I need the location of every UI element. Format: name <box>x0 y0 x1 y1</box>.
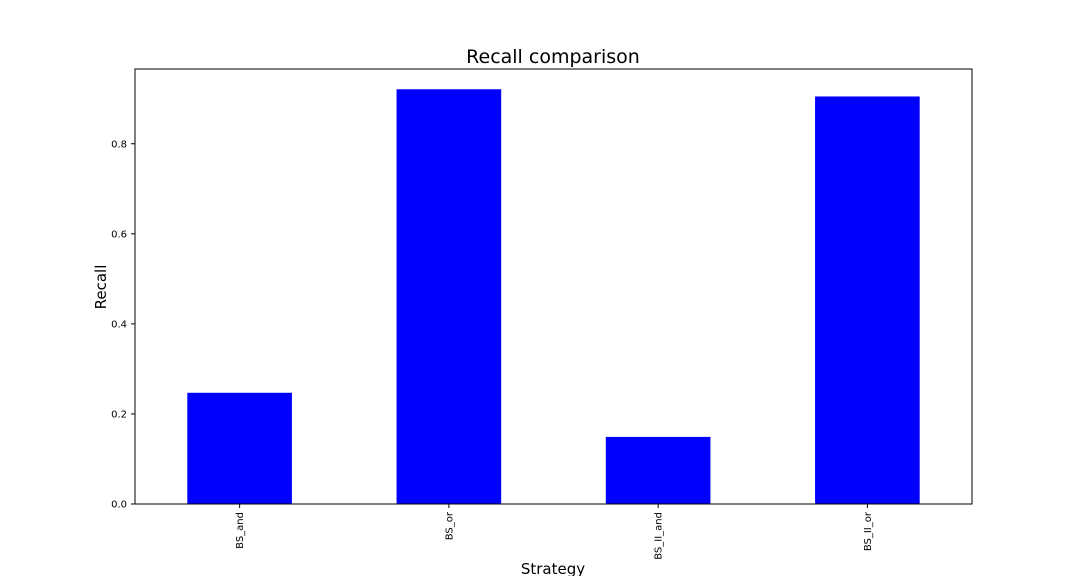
y-tick-label: 0.6 <box>111 229 127 240</box>
bar-bs-and <box>187 392 292 504</box>
axes-frame <box>134 68 973 505</box>
y-tick-label: 0.8 <box>111 139 127 150</box>
bar-bs-ii-and <box>605 436 711 504</box>
x-tick-label: BS_or <box>444 511 455 540</box>
y-tick-label: 0.0 <box>111 500 127 511</box>
y-axis: 0.0 0.2 0.4 0.6 0.8 <box>111 139 135 511</box>
y-axis-label: Recall <box>92 265 110 310</box>
plot-area: 0.0 0.2 0.4 0.6 0.8 BS_and BS_or BS_II_and BS_I… <box>111 68 973 560</box>
bar-bs-ii-or <box>815 96 920 504</box>
chart-title: Recall comparison <box>466 46 640 68</box>
bar-bs-or <box>396 89 502 504</box>
y-tick-label: 0.4 <box>111 319 127 330</box>
x-axis: BS_and BS_or BS_II_and BS_II_or <box>235 504 874 560</box>
y-tick-label: 0.2 <box>111 409 127 420</box>
x-tick-label: BS_and <box>235 512 246 549</box>
x-axis-label: Strategy <box>521 560 585 576</box>
bars-group <box>187 89 920 504</box>
x-tick-label: BS_II_or <box>863 511 874 551</box>
x-tick-label: BS_II_and <box>654 512 665 560</box>
